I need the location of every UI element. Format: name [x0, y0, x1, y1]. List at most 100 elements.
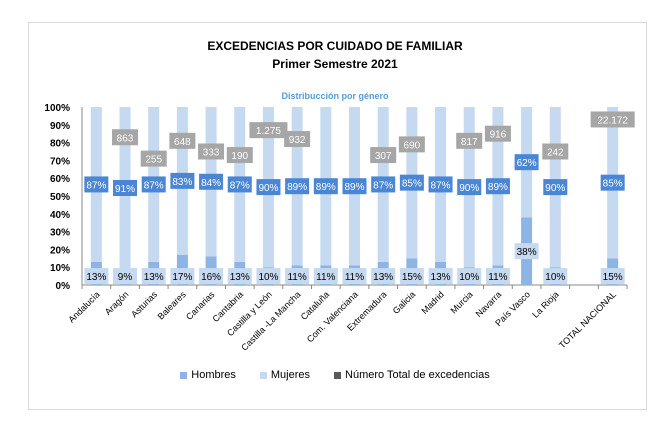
label-hombres: 17% [172, 272, 192, 283]
label-total-box [370, 147, 397, 164]
label-hombres-box [84, 268, 109, 285]
label-mujeres: 89% [344, 182, 364, 193]
x-tick-label: Com. Valenciana [305, 289, 360, 344]
label-total-box [398, 136, 425, 153]
label-mujeres-box [313, 178, 338, 195]
label-mujeres: 85% [402, 179, 422, 190]
label-total: 22.172 [597, 115, 628, 126]
label-total: 863 [117, 133, 134, 144]
label-hombres: 13% [86, 272, 106, 283]
label-total-box [249, 122, 288, 139]
x-tick-label: Galicia [391, 289, 418, 316]
label-total-box [198, 143, 225, 160]
label-total-box [484, 125, 511, 142]
label-total: 690 [404, 140, 421, 151]
label-hombres-box [199, 268, 224, 285]
legend-mujeres: Mujeres [259, 369, 311, 381]
label-total-box [284, 131, 311, 148]
label-total: 255 [145, 155, 162, 166]
label-hombres: 13% [431, 272, 451, 283]
label-mujeres: 90% [459, 183, 479, 194]
label-hombres: 15% [402, 272, 422, 283]
label-hombres: 13% [144, 272, 164, 283]
label-mujeres: 87% [144, 180, 164, 191]
label-mujeres-box [371, 176, 396, 193]
label-total-box [140, 150, 167, 167]
label-hombres-box [485, 268, 510, 285]
label-mujeres-box [485, 178, 510, 195]
label-mujeres: 62% [517, 158, 537, 169]
label-mujeres: 83% [172, 177, 192, 188]
label-mujeres: 91% [115, 184, 135, 195]
label-mujeres-box [84, 176, 109, 193]
label-total: 242 [547, 148, 564, 159]
label-hombres: 11% [488, 272, 507, 283]
label-total: 932 [289, 135, 306, 146]
label-total-box [169, 132, 196, 149]
label-mujeres-box [457, 179, 482, 196]
label-hombres-box [256, 268, 281, 285]
label-total-box [590, 111, 635, 128]
label-hombres: 11% [287, 272, 306, 283]
label-total-box [226, 147, 253, 164]
label-hombres: 11% [345, 272, 364, 283]
label-mujeres: 90% [545, 183, 565, 194]
label-hombres: 13% [373, 272, 393, 283]
y-tick-label: 50% [50, 192, 70, 203]
legend: Hombres Mujeres Número Total de excedenc… [0, 369, 670, 381]
label-total: 333 [203, 148, 220, 159]
label-mujeres-box [342, 178, 367, 195]
label-mujeres-box [141, 176, 166, 193]
label-mujeres-box [199, 173, 224, 190]
label-hombres-box [600, 268, 625, 285]
x-tick-label: La Rioja [530, 289, 560, 319]
label-hombres: 10% [459, 272, 479, 283]
legend-hombres: Hombres [180, 369, 236, 381]
label-mujeres-box [600, 174, 625, 191]
label-mujeres: 85% [603, 179, 623, 190]
x-tick-label: Baleares [156, 289, 189, 322]
label-mujeres-box [227, 176, 252, 193]
label-hombres-box [543, 268, 568, 285]
label-hombres-box [227, 268, 252, 285]
x-tick-label: TOTAL NACIONAL [557, 289, 618, 350]
label-mujeres-box [428, 176, 453, 193]
label-total-box [112, 129, 139, 146]
label-total: 916 [490, 130, 507, 141]
label-total-box [456, 132, 483, 149]
label-hombres-box [428, 268, 453, 285]
x-tick-label: Madrid [419, 289, 446, 316]
label-hombres-box [170, 268, 195, 285]
label-mujeres-box [399, 174, 424, 191]
legend-label: Mujeres [270, 369, 311, 381]
label-mujeres: 87% [86, 180, 106, 191]
label-hombres-box [141, 268, 166, 285]
label-mujeres: 89% [316, 182, 336, 193]
label-mujeres-box [170, 172, 195, 189]
legend-label: Número Total de excedencias [345, 369, 490, 381]
y-tick-label: 100% [44, 103, 70, 114]
y-tick-label: 20% [50, 245, 70, 256]
y-tick-label: 30% [50, 228, 70, 239]
chart-frame [28, 22, 647, 410]
x-tick-label: Andalucía [66, 289, 101, 324]
y-tick-label: 80% [50, 139, 70, 150]
label-mujeres: 89% [287, 182, 307, 193]
label-mujeres-box [285, 178, 310, 195]
label-mujeres-box [514, 154, 539, 171]
label-total-box [542, 143, 569, 160]
label-hombres-box [342, 268, 367, 285]
y-tick-label: 60% [50, 174, 70, 185]
chart-subtitle: Primer Semestre 2021 [272, 57, 398, 71]
y-tick-label: 90% [50, 121, 70, 132]
y-tick-label: 70% [50, 156, 70, 167]
label-hombres: 38% [517, 247, 537, 258]
label-mujeres: 89% [488, 182, 508, 193]
label-hombres: 10% [545, 272, 565, 283]
inner-title: Distribucción por género [281, 91, 389, 101]
label-hombres: 16% [201, 272, 221, 283]
label-hombres-box [113, 268, 138, 285]
label-hombres-box [514, 243, 539, 260]
y-tick-label: 40% [50, 210, 70, 221]
